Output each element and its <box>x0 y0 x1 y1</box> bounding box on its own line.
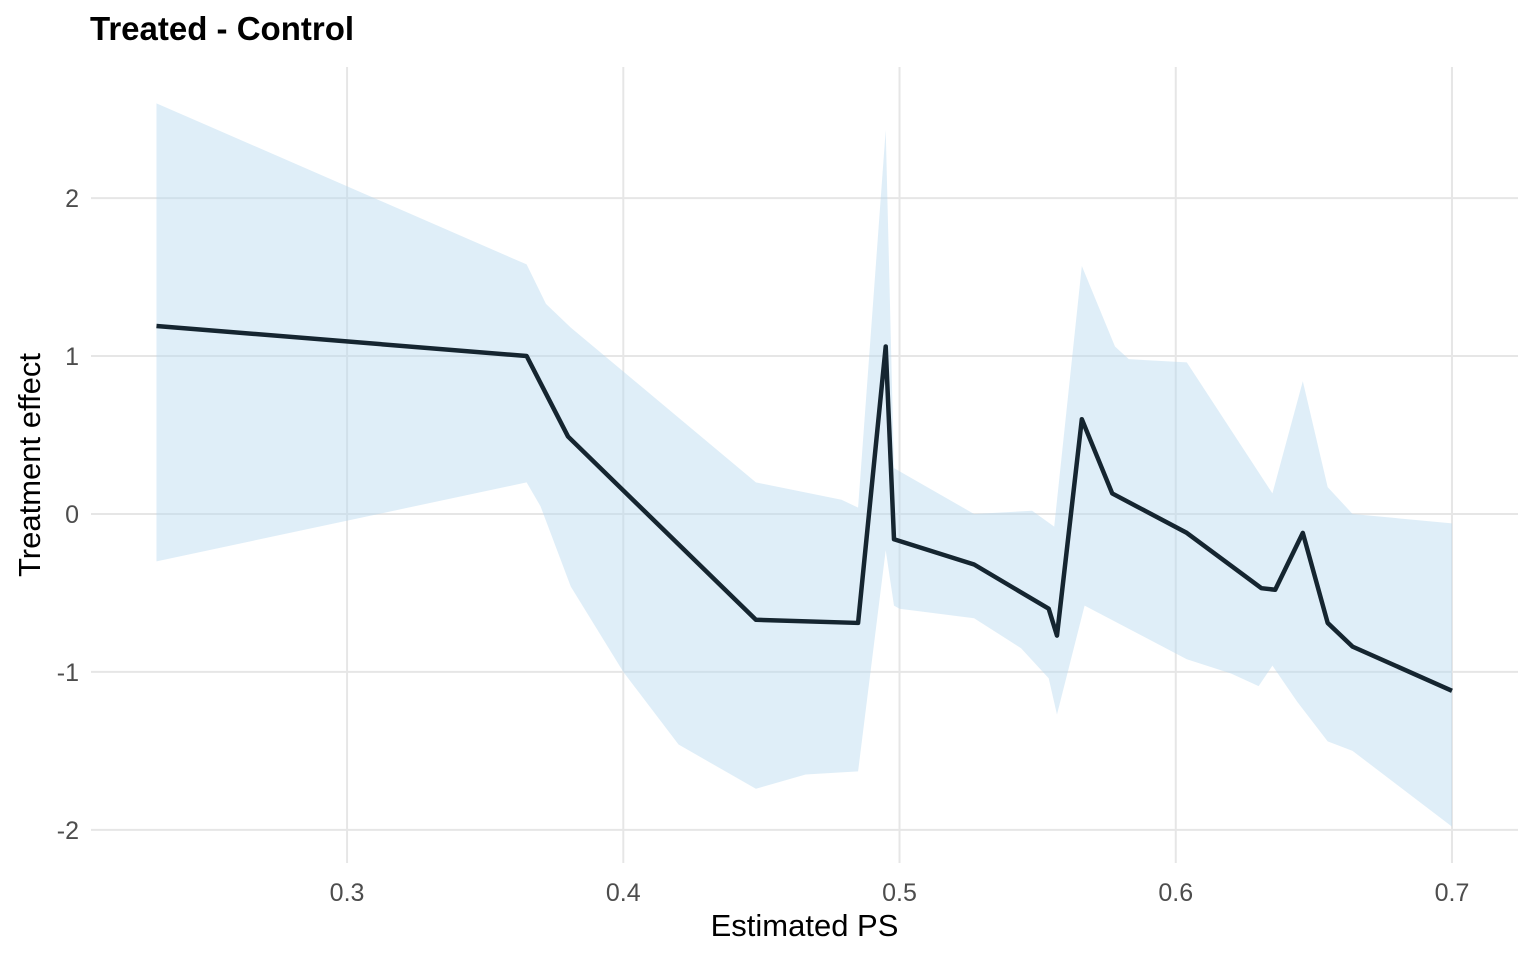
x-tick-label: 0.7 <box>1435 879 1470 907</box>
x-tick-label: 0.6 <box>1158 879 1193 907</box>
y-tick-label: 1 <box>65 343 79 371</box>
x-tick-label: 0.3 <box>330 879 365 907</box>
treatment-effect-line <box>156 323 1453 693</box>
y-tick-label: 2 <box>65 185 79 213</box>
y-tick-label: -2 <box>57 817 79 845</box>
y-axis-title: Treatment effect <box>12 353 47 577</box>
y-tick-label: 0 <box>65 501 79 529</box>
y-tick-label: -1 <box>57 659 79 687</box>
x-axis-title: Estimated PS <box>710 908 899 943</box>
plot-title: Treated - Control <box>90 10 355 47</box>
plot-panel: 2 1 0 -1 -2 0.3 0.4 0.5 0.6 0.7 <box>57 67 1518 907</box>
x-tick-label: 0.4 <box>606 879 641 907</box>
confidence-band <box>156 103 1452 827</box>
x-tick-label: 0.5 <box>882 879 917 907</box>
